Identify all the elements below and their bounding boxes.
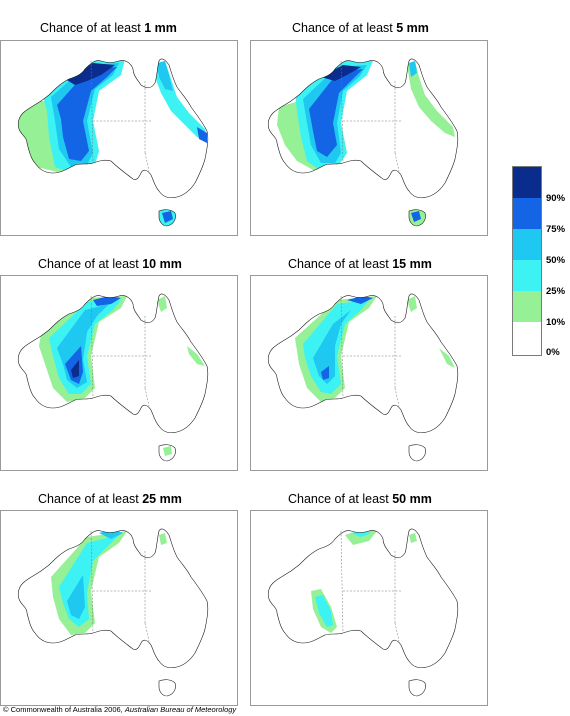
title-prefix: Chance of at least xyxy=(288,257,393,271)
east-coast-10 xyxy=(407,61,455,137)
legend-swatch-50 xyxy=(513,229,541,260)
cape-york-10 xyxy=(407,296,417,312)
cape-york-50 xyxy=(157,61,173,91)
state-border xyxy=(340,530,344,634)
state-border xyxy=(394,152,400,172)
panel-title-1mm: Chance of at least 1 mm xyxy=(40,21,177,35)
band-75 xyxy=(321,366,329,380)
credit-main: © Commonwealth of Australia 2006, xyxy=(3,705,125,714)
title-amount: 5 mm xyxy=(396,21,429,35)
band-75 xyxy=(57,67,117,161)
australia-map xyxy=(17,293,209,462)
title-amount: 50 mm xyxy=(392,492,432,506)
australia-map xyxy=(267,528,459,697)
map-panel-25mm xyxy=(0,510,238,706)
band-75 xyxy=(309,69,363,157)
east-coast-75 xyxy=(197,127,207,143)
panel-title-5mm: Chance of at least 5 mm xyxy=(292,21,429,35)
mainland-coastline xyxy=(17,528,209,669)
state-border xyxy=(90,60,94,164)
title-prefix: Chance of at least xyxy=(288,492,393,506)
title-amount: 15 mm xyxy=(392,257,432,271)
state-border xyxy=(144,387,150,407)
legend-label-10: 10% xyxy=(546,317,566,328)
map-panel-10mm xyxy=(0,275,238,471)
probability-legend xyxy=(512,166,542,356)
cape-york-10 xyxy=(159,533,167,545)
panel-title-10mm: Chance of at least 10 mm xyxy=(38,257,182,271)
band-25 xyxy=(315,595,333,627)
cape-york-10 xyxy=(157,296,167,312)
panel-title-50mm: Chance of at least 50 mm xyxy=(288,492,432,506)
legend-label-25: 25% xyxy=(546,286,566,297)
legend-label-0: 0% xyxy=(546,347,560,358)
tasmania-coastline xyxy=(158,679,176,697)
panel-title-15mm: Chance of at least 15 mm xyxy=(288,257,432,271)
map-panel-50mm xyxy=(250,510,488,706)
tasmania-coastline xyxy=(158,444,176,462)
title-prefix: Chance of at least xyxy=(38,492,143,506)
mainland-coastline xyxy=(17,293,209,434)
cape-york-10 xyxy=(409,533,417,543)
australia-map xyxy=(17,58,209,227)
band-90 xyxy=(65,63,115,85)
map-panel-1mm xyxy=(0,40,238,236)
state-border xyxy=(90,530,94,634)
legend-swatch-0 xyxy=(513,322,541,355)
title-amount: 25 mm xyxy=(142,492,182,506)
north-coast-75 xyxy=(93,296,121,306)
australia-map xyxy=(267,58,459,227)
tasmania-coastline xyxy=(408,209,426,227)
state-border xyxy=(144,622,150,642)
tasmania-75 xyxy=(411,211,421,222)
state-border xyxy=(394,622,400,642)
east-coast-10 xyxy=(439,348,455,368)
tasmania-coastline xyxy=(158,209,176,227)
legend-swatch-10 xyxy=(513,291,541,322)
tasmania-coastline xyxy=(408,679,426,697)
mainland-coastline xyxy=(17,58,209,199)
panel-title-25mm: Chance of at least 25 mm xyxy=(38,492,182,506)
copyright-credit: © Commonwealth of Australia 2006, Austra… xyxy=(3,705,236,714)
title-prefix: Chance of at least xyxy=(292,21,397,35)
band-90 xyxy=(71,360,79,378)
band-50 xyxy=(313,310,351,384)
australia-map xyxy=(17,528,209,697)
legend-swatch-75 xyxy=(513,198,541,229)
mainland-coastline xyxy=(267,528,459,669)
state-border xyxy=(340,60,344,164)
state-border xyxy=(394,387,400,407)
east-coast-10 xyxy=(187,346,205,366)
legend-swatch-25 xyxy=(513,260,541,291)
legend-label-90: 90% xyxy=(546,193,566,204)
mainland-coastline xyxy=(267,293,459,434)
title-prefix: Chance of at least xyxy=(38,257,143,271)
cape-york-50 xyxy=(409,61,417,77)
title-amount: 10 mm xyxy=(142,257,182,271)
mainland-coastline xyxy=(267,58,459,199)
legend-swatch-90 xyxy=(513,167,541,198)
legend-label-75: 75% xyxy=(546,224,566,235)
credit-org: Australian Bureau of Meteorology xyxy=(124,705,237,714)
band-50 xyxy=(67,575,85,619)
state-border xyxy=(90,295,94,399)
state-border xyxy=(144,152,150,172)
title-amount: 1 mm xyxy=(144,21,177,35)
map-panel-15mm xyxy=(250,275,488,471)
state-border xyxy=(340,295,344,399)
australia-map xyxy=(267,293,459,462)
tasmania-75 xyxy=(162,211,173,223)
tasmania-10 xyxy=(163,446,172,456)
north-coast-75 xyxy=(347,296,373,304)
tasmania-coastline xyxy=(408,444,426,462)
map-panel-5mm xyxy=(250,40,488,236)
legend-label-50: 50% xyxy=(546,255,566,266)
title-prefix: Chance of at least xyxy=(40,21,145,35)
